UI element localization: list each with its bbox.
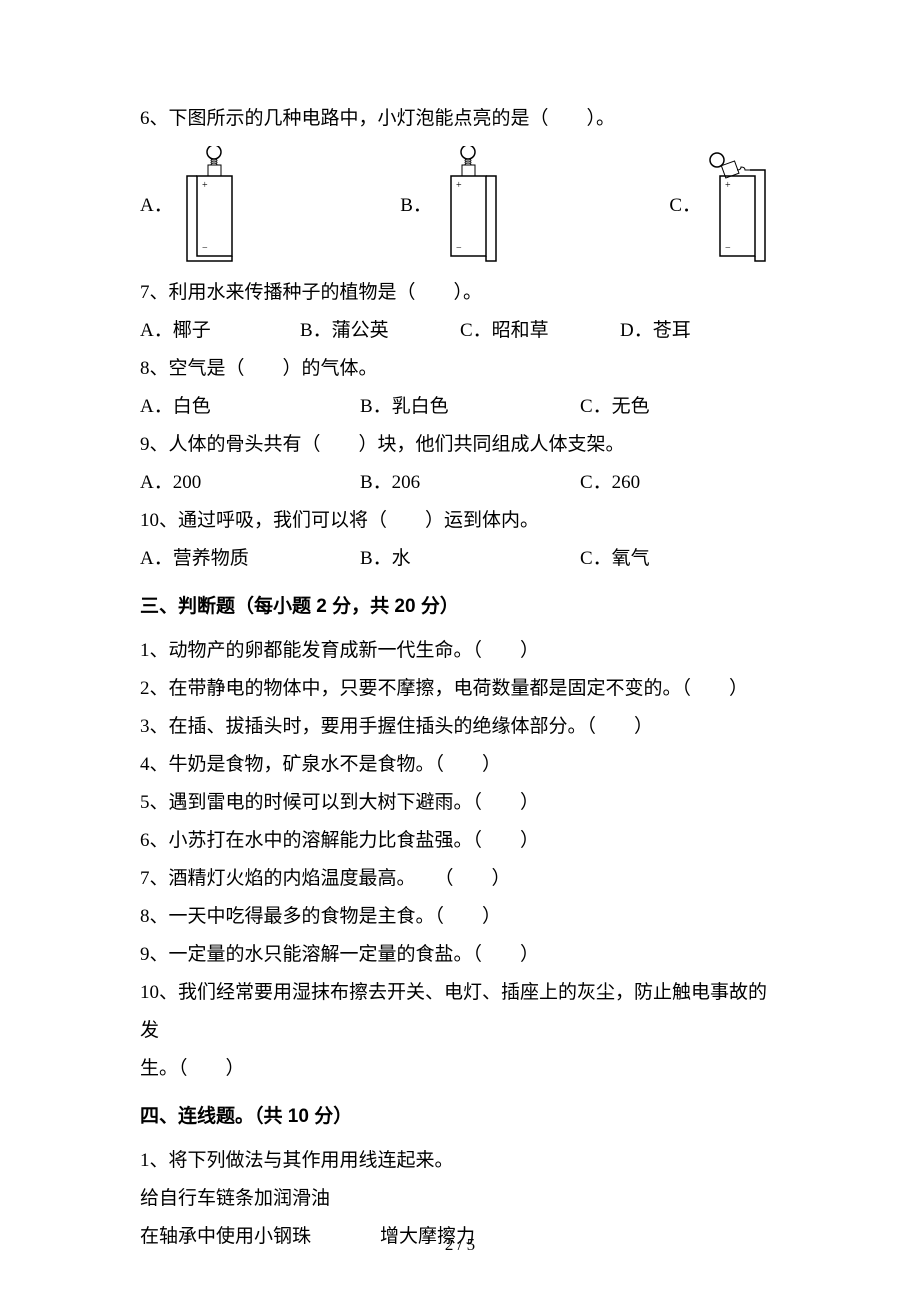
q6-option-a: A． + −	[140, 146, 252, 266]
q6-circuit-row: A． + − B． + −	[140, 146, 780, 266]
circuit-c-icon: + −	[705, 146, 780, 266]
svg-text:−: −	[202, 243, 208, 254]
tf6: 6、小苏打在水中的溶解能力比食盐强。（ ）	[140, 822, 780, 860]
q6-option-b: B． + −	[400, 146, 511, 266]
q7-opt-d: D．苍耳	[620, 312, 780, 350]
section3-heading: 三、判断题（每小题 2 分，共 20 分）	[140, 588, 780, 626]
tf8: 8、一天中吃得最多的食物是主食。（ ）	[140, 898, 780, 936]
q8-options: A．白色 B．乳白色 C．无色	[140, 388, 780, 426]
q9-text: 9、人体的骨头共有（ ）块，他们共同组成人体支架。	[140, 426, 780, 464]
q6-label-a: A．	[140, 187, 173, 225]
match-right-1	[380, 1180, 780, 1218]
q8-opt-c: C．无色	[580, 388, 780, 426]
q9-opt-c: C．260	[580, 464, 780, 502]
tf4: 4、牛奶是食物，矿泉水不是食物。（ ）	[140, 746, 780, 784]
tf1: 1、动物产的卵都能发育成新一代生命。（ ）	[140, 632, 780, 670]
q6-label-b: B．	[400, 187, 432, 225]
q6-text: 6、下图所示的几种电路中，小灯泡能点亮的是（ ）。	[140, 100, 780, 138]
match-intro: 1、将下列做法与其作用用线连起来。	[140, 1142, 780, 1180]
tf5: 5、遇到雷电的时候可以到大树下避雨。（ ）	[140, 784, 780, 822]
q9-options: A．200 B．206 C．260	[140, 464, 780, 502]
tf10b: 生。（ ）	[140, 1050, 780, 1088]
q9-opt-b: B．206	[360, 464, 580, 502]
tf9: 9、一定量的水只能溶解一定量的食盐。（ ）	[140, 936, 780, 974]
q10-options: A．营养物质 B．水 C．氧气	[140, 540, 780, 578]
q7-text: 7、利用水来传播种子的植物是（ ）。	[140, 274, 780, 312]
q6-option-c: C． + −	[669, 146, 780, 266]
tf3: 3、在插、拔插头时，要用手握住插头的绝缘体部分。（ ）	[140, 708, 780, 746]
q7-options: A．椰子 B．蒲公英 C．昭和草 D．苍耳	[140, 312, 780, 350]
match-row-1: 给自行车链条加润滑油	[140, 1180, 780, 1218]
q8-opt-b: B．乳白色	[360, 388, 580, 426]
svg-text:+: +	[725, 180, 731, 191]
q10-opt-c: C．氧气	[580, 540, 780, 578]
svg-text:−: −	[725, 243, 731, 254]
tf2: 2、在带静电的物体中，只要不摩擦，电荷数量都是固定不变的。（ ）	[140, 670, 780, 708]
q9-opt-a: A．200	[140, 464, 360, 502]
q10-text: 10、通过呼吸，我们可以将（ ）运到体内。	[140, 502, 780, 540]
q10-opt-b: B．水	[360, 540, 580, 578]
q10-opt-a: A．营养物质	[140, 540, 360, 578]
svg-text:+: +	[202, 180, 208, 191]
q8-opt-a: A．白色	[140, 388, 360, 426]
tf10a: 10、我们经常要用湿抹布擦去开关、电灯、插座上的灰尘，防止触电事故的发	[140, 974, 780, 1050]
circuit-b-icon: + −	[436, 146, 511, 266]
q7-opt-b: B．蒲公英	[300, 312, 460, 350]
q8-text: 8、空气是（ ）的气体。	[140, 350, 780, 388]
q6-label-c: C．	[669, 187, 701, 225]
circuit-a-icon: + −	[177, 146, 252, 266]
page-number: 2 / 5	[0, 1228, 920, 1262]
q7-opt-a: A．椰子	[140, 312, 300, 350]
q7-opt-c: C．昭和草	[460, 312, 620, 350]
tf7: 7、酒精灯火焰的内焰温度最高。 （ ）	[140, 860, 780, 898]
section4-heading: 四、连线题。（共 10 分）	[140, 1098, 780, 1136]
match-left-1: 给自行车链条加润滑油	[140, 1180, 380, 1218]
svg-text:−: −	[456, 243, 462, 254]
svg-text:+: +	[456, 180, 462, 191]
